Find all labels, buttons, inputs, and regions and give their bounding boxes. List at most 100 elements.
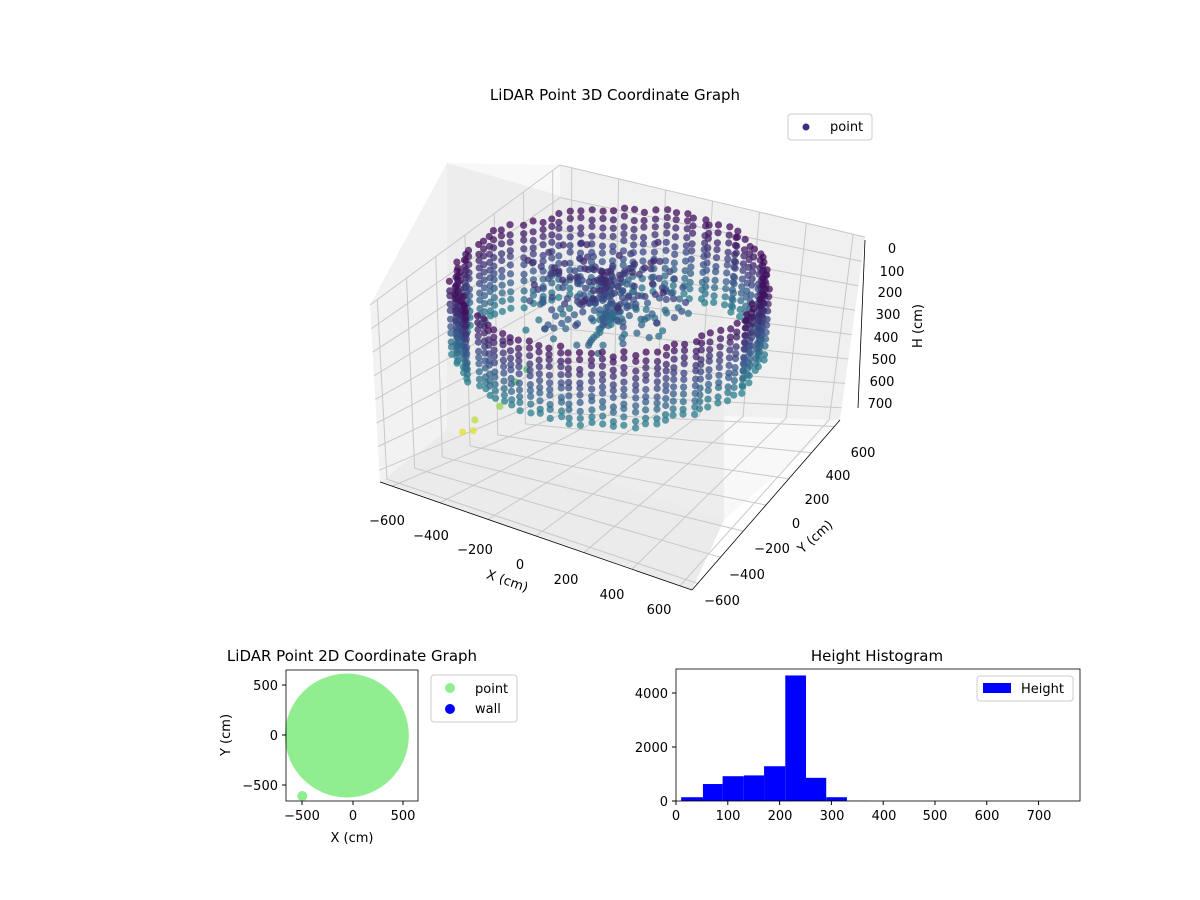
point-marker xyxy=(476,289,484,297)
point-marker xyxy=(515,363,523,371)
z-tick-label: 200 xyxy=(878,286,903,301)
point-marker xyxy=(619,287,627,295)
point-marker xyxy=(475,272,483,280)
point-marker xyxy=(715,363,723,371)
point-marker xyxy=(564,365,572,373)
point-marker xyxy=(669,411,677,419)
point-marker xyxy=(642,398,650,406)
point-marker xyxy=(490,339,498,347)
point-marker xyxy=(684,309,693,317)
point-marker xyxy=(728,286,737,294)
point-marker xyxy=(550,324,558,332)
point-marker xyxy=(669,390,678,398)
point-marker xyxy=(670,364,678,372)
point-marker xyxy=(746,362,754,370)
point-marker xyxy=(613,316,621,324)
point-marker xyxy=(599,321,607,329)
point-marker xyxy=(721,301,729,309)
point-marker xyxy=(738,275,746,283)
point-marker xyxy=(670,275,679,283)
point-marker xyxy=(730,257,739,265)
point-marker xyxy=(599,403,607,411)
point-marker xyxy=(723,397,732,405)
z-tick-label: 700 xyxy=(868,397,893,412)
point-marker xyxy=(452,340,461,348)
point-marker xyxy=(463,370,472,378)
point-marker xyxy=(545,248,553,256)
point-marker xyxy=(498,250,506,258)
point-marker xyxy=(566,242,574,250)
point-marker xyxy=(672,216,680,224)
point-marker xyxy=(705,357,713,365)
point-marker xyxy=(692,353,700,361)
point-marker xyxy=(692,361,700,370)
point-marker xyxy=(680,369,688,377)
point-marker xyxy=(706,329,714,337)
y-tick-label: −200 xyxy=(754,542,790,557)
point-marker xyxy=(576,370,584,378)
point-marker xyxy=(588,406,596,414)
point-marker xyxy=(451,283,459,291)
point-marker xyxy=(588,206,596,214)
point-marker xyxy=(616,271,624,279)
point-marker xyxy=(712,254,721,262)
point-marker xyxy=(537,263,545,271)
point-marker xyxy=(549,335,558,343)
point-marker xyxy=(620,392,628,400)
point-marker xyxy=(687,255,695,263)
point-marker xyxy=(461,307,469,316)
legend-2d-label-point: point xyxy=(475,682,508,697)
point-marker xyxy=(508,396,516,404)
point-marker xyxy=(580,257,588,265)
point-marker xyxy=(643,299,652,307)
point-marker xyxy=(748,334,756,342)
point-marker xyxy=(662,395,670,403)
y-tick-label: 400 xyxy=(826,469,851,484)
point-marker xyxy=(599,224,607,232)
point-marker xyxy=(759,275,767,283)
point-marker xyxy=(476,296,484,304)
point-marker xyxy=(507,380,515,388)
x-tick-label: 0 xyxy=(516,558,524,573)
z-tick-label: 0 xyxy=(888,242,896,257)
point-marker xyxy=(557,357,565,365)
point-marker xyxy=(681,340,689,348)
point-marker xyxy=(705,352,714,360)
point-marker xyxy=(689,229,697,237)
point-marker xyxy=(623,280,631,288)
point-marker xyxy=(500,385,508,393)
point-marker xyxy=(662,374,670,382)
point-marker xyxy=(500,377,508,385)
point-marker xyxy=(561,300,569,308)
point-marker xyxy=(672,224,680,232)
point-marker xyxy=(474,312,482,320)
point-marker xyxy=(739,367,747,375)
point-marker xyxy=(621,204,629,212)
point-marker xyxy=(475,375,484,383)
point-marker xyxy=(737,289,745,297)
point-marker xyxy=(681,274,689,282)
point-marker xyxy=(546,385,554,394)
point-marker xyxy=(663,222,671,230)
point-marker xyxy=(714,221,723,229)
point-marker xyxy=(558,413,566,421)
point-marker xyxy=(752,360,760,368)
point-marker xyxy=(501,397,509,405)
point-marker xyxy=(725,354,734,362)
point-marker xyxy=(576,421,585,429)
point-marker xyxy=(753,345,761,353)
point-marker xyxy=(475,264,483,272)
point-marker xyxy=(524,256,532,264)
z-tick-label: 600 xyxy=(870,375,895,390)
point-marker xyxy=(588,413,596,421)
point-marker xyxy=(588,385,596,393)
point-marker xyxy=(491,380,499,388)
point-marker xyxy=(539,241,547,249)
point-marker xyxy=(739,260,748,268)
point-marker xyxy=(565,304,574,312)
point-marker xyxy=(635,270,643,278)
x-tick-label: 200 xyxy=(554,573,579,588)
point-marker xyxy=(745,372,753,380)
point-marker xyxy=(555,233,563,241)
